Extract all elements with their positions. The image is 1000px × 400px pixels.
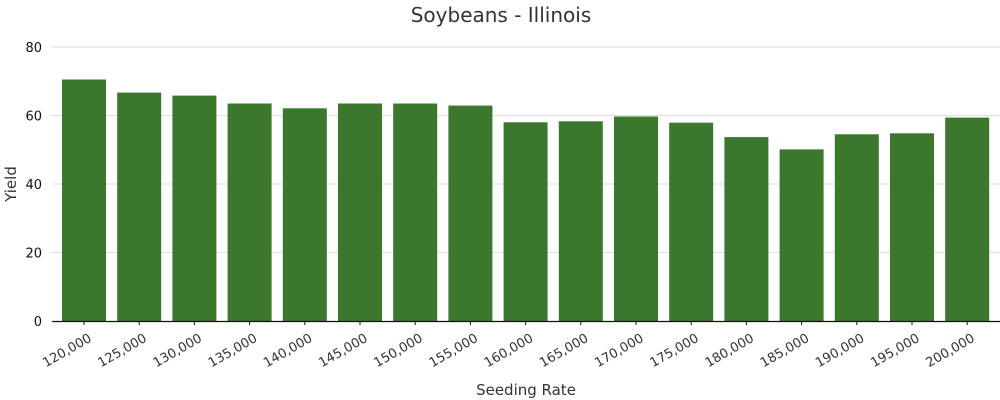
x-tick-label: 190,000 <box>813 331 867 371</box>
chart-title: Soybeans - Illinois <box>411 3 592 27</box>
x-tick-label: 170,000 <box>592 331 646 371</box>
bar-120000 <box>62 79 106 321</box>
x-tick-label: 135,000 <box>206 331 260 371</box>
bar-165000 <box>558 121 603 321</box>
y-axis-title: Yield <box>2 166 20 203</box>
bar-135000 <box>227 103 272 321</box>
x-tick-label: 160,000 <box>482 331 536 371</box>
x-tick-label: 175,000 <box>648 331 702 371</box>
bar-140000 <box>282 108 327 321</box>
bar-125000 <box>117 92 162 321</box>
x-axis-ticks: 120,000 125,000 130,000 135,000 140,000 145,0… <box>40 321 978 371</box>
y-tick-label: 0 <box>34 315 42 330</box>
bar-160000 <box>503 122 548 321</box>
bar-200000 <box>945 117 990 321</box>
bar-145000 <box>338 103 382 321</box>
bar-150000 <box>393 103 438 321</box>
bar-175000 <box>669 122 714 321</box>
x-axis-title: Seeding Rate <box>476 381 576 399</box>
x-tick-label: 145,000 <box>316 331 370 371</box>
x-tick-label: 125,000 <box>96 331 150 371</box>
x-tick-label: 195,000 <box>868 331 922 371</box>
x-tick-label: 130,000 <box>151 331 205 371</box>
bar-190000 <box>834 134 879 321</box>
x-tick-label: 140,000 <box>261 331 315 371</box>
x-tick-label: 150,000 <box>372 331 426 371</box>
x-tick-label: 200,000 <box>924 331 978 371</box>
x-tick-label: 155,000 <box>427 331 481 371</box>
bar-185000 <box>779 149 824 321</box>
x-tick-label: 180,000 <box>703 331 757 371</box>
x-tick-label: 120,000 <box>40 331 94 371</box>
bar-180000 <box>724 137 769 321</box>
bar-130000 <box>172 95 217 321</box>
bars <box>62 79 990 321</box>
y-axis-ticks: 0 20 40 60 80 <box>25 41 42 330</box>
bar-155000 <box>448 105 493 321</box>
x-tick-label: 185,000 <box>758 331 812 371</box>
y-tick-label: 40 <box>25 178 42 193</box>
y-tick-label: 20 <box>25 247 42 262</box>
bar-170000 <box>614 116 658 321</box>
y-tick-label: 60 <box>25 110 42 125</box>
x-tick-label: 165,000 <box>537 331 591 371</box>
y-tick-label: 80 <box>25 41 42 56</box>
bar-195000 <box>890 133 934 321</box>
